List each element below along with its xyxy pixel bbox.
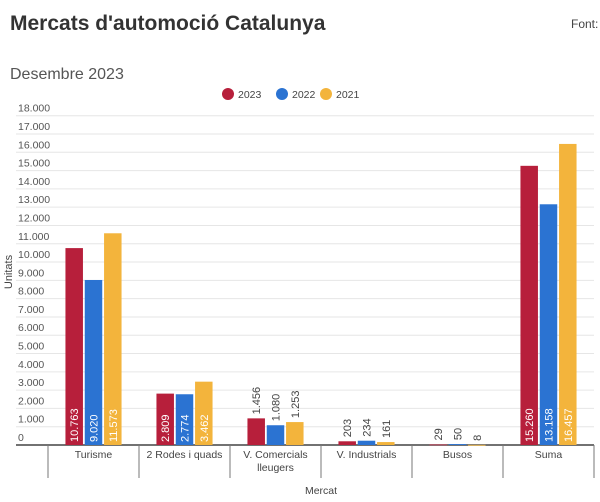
data-label: 1.080 [271,394,283,422]
bar-2023 [429,444,447,446]
data-label: 161 [381,420,393,438]
bar-2022 [448,444,467,445]
chart-title: Mercats d'automoció Catalunya [10,12,326,35]
legend-label: 2023 [238,89,262,101]
data-label: 203 [342,419,354,437]
bar-2021 [286,422,304,445]
y-tick-label: 15.000 [18,158,50,170]
bar-2021 [377,442,395,445]
y-tick-label: 8.000 [18,286,44,298]
chart-subtitle: Desembre 2023 [10,66,124,83]
legend-marker-2021 [320,88,332,100]
bar-2023 [65,248,83,445]
data-label: 11.573 [108,409,120,442]
bar-2023 [156,393,174,445]
bar-2022 [266,425,285,445]
y-tick-label: 18.000 [18,103,50,115]
bar-2022 [539,204,558,445]
x-tick-label: 2 Rodes i quads [147,449,223,461]
data-label: 16.457 [563,408,575,442]
x-tick-label: Busos [443,449,472,461]
data-label: 2.809 [160,414,172,442]
legend-label: 2021 [336,89,360,101]
x-axis-label: Mercat [305,485,337,497]
y-tick-label: 4.000 [18,359,44,371]
y-tick-label: 2.000 [18,395,44,407]
legend-marker-2022 [276,88,288,100]
y-tick-label: 5.000 [18,341,44,353]
bar-2023 [338,441,356,445]
data-label: 13.158 [544,408,556,442]
data-label: 1.253 [290,391,302,419]
y-tick-label: 1.000 [18,414,44,426]
y-tick-label: 17.000 [18,121,50,133]
legend-marker-2023 [222,88,234,100]
data-label: 1.456 [251,387,263,415]
bar-2021 [559,143,577,445]
y-tick-label: 6.000 [18,322,44,334]
data-label: 29 [433,428,445,440]
y-tick-label: 3.000 [18,377,44,389]
x-tick-label: V. Industrials [337,449,397,461]
data-label: 15.260 [524,408,536,442]
x-tick-label: V. Comercials lleugers [243,449,307,474]
x-tick-label: Suma [535,449,563,461]
y-tick-label: 10.000 [18,249,50,261]
y-tick-label: 7.000 [18,304,44,316]
data-label: 3.462 [199,414,211,442]
bar-2021 [195,381,213,445]
y-tick-label: 9.000 [18,267,44,279]
data-label: 50 [453,428,465,440]
y-tick-label: 11.000 [18,231,49,243]
data-label: 234 [362,418,374,436]
bar-2023 [247,418,265,445]
data-label: 10.763 [69,408,81,442]
x-tick-label: Turisme [75,449,113,461]
y-tick-label: 16.000 [18,139,50,151]
bar-2021 [468,444,486,446]
y-tick-label: 12.000 [18,212,50,224]
legend-label: 2022 [292,89,316,101]
y-tick-label: 14.000 [18,176,50,188]
y-axis-label: Unitats [3,254,15,289]
data-label: 2.774 [180,414,192,442]
y-tick-label: 13.000 [18,194,50,206]
bar-2022 [175,394,194,445]
bar-2021 [104,233,122,445]
data-label: 9.020 [89,414,101,442]
data-label: 8 [472,435,484,441]
bar-2022 [357,440,376,445]
source-label: Font: [571,17,599,31]
bar-2022 [84,279,103,445]
y-tick-label: 0 [18,432,24,444]
bar-2023 [520,165,538,445]
